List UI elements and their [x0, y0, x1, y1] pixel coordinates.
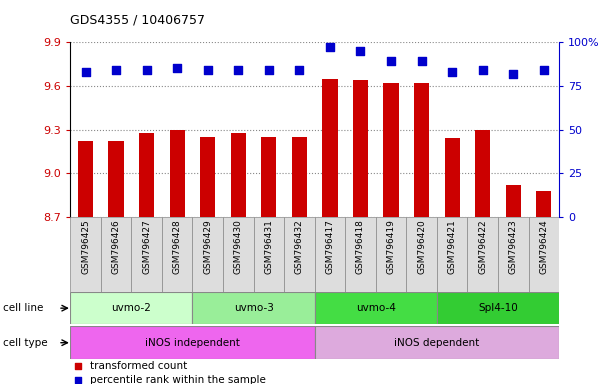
Bar [131, 217, 162, 292]
Bar [529, 217, 559, 292]
Bar [536, 191, 552, 217]
Text: GSM796425: GSM796425 [81, 219, 90, 274]
Bar [345, 217, 376, 292]
Text: iNOS dependent: iNOS dependent [394, 338, 480, 348]
Text: GSM796423: GSM796423 [509, 219, 518, 274]
Point [356, 48, 365, 54]
Text: Spl4-10: Spl4-10 [478, 303, 518, 313]
Text: GSM796430: GSM796430 [234, 219, 243, 274]
Point [417, 58, 426, 65]
Bar [139, 132, 154, 217]
Bar [445, 138, 460, 217]
Bar [231, 132, 246, 217]
Text: uvmo-4: uvmo-4 [356, 303, 396, 313]
Text: transformed count: transformed count [90, 361, 187, 371]
Point [73, 376, 82, 382]
Text: GSM796427: GSM796427 [142, 219, 151, 274]
Text: uvmo-3: uvmo-3 [233, 303, 274, 313]
Bar [78, 141, 93, 217]
Point [142, 67, 152, 73]
Bar [70, 326, 315, 359]
Text: GSM796420: GSM796420 [417, 219, 426, 274]
Text: GSM796422: GSM796422 [478, 219, 487, 274]
Bar [254, 217, 284, 292]
Point [111, 67, 121, 73]
Point [203, 67, 213, 73]
Bar [475, 129, 491, 217]
Bar [498, 217, 529, 292]
Point [81, 69, 90, 75]
Bar [384, 83, 399, 217]
Bar [323, 79, 338, 217]
Bar [262, 137, 277, 217]
Text: GSM796424: GSM796424 [540, 219, 548, 274]
Bar [315, 217, 345, 292]
Point [478, 67, 488, 73]
Bar [101, 217, 131, 292]
Point [172, 65, 182, 71]
Bar [192, 217, 223, 292]
Bar [406, 217, 437, 292]
Point [386, 58, 396, 65]
Point [508, 71, 518, 77]
Point [73, 363, 82, 369]
Text: percentile rank within the sample: percentile rank within the sample [90, 374, 266, 384]
Bar [70, 217, 101, 292]
Text: cell line: cell line [3, 303, 43, 313]
Text: GDS4355 / 10406757: GDS4355 / 10406757 [70, 14, 205, 27]
Bar [315, 326, 559, 359]
Bar [376, 217, 406, 292]
Point [539, 67, 549, 73]
Point [233, 67, 243, 73]
Text: GSM796418: GSM796418 [356, 219, 365, 274]
Bar [467, 217, 498, 292]
Bar [70, 292, 192, 324]
Bar [292, 137, 307, 217]
Bar [315, 292, 437, 324]
Text: GSM796426: GSM796426 [112, 219, 120, 274]
Text: GSM796432: GSM796432 [295, 219, 304, 274]
Text: GSM796428: GSM796428 [173, 219, 181, 274]
Text: GSM796421: GSM796421 [448, 219, 456, 274]
Bar [192, 292, 315, 324]
Bar [223, 217, 254, 292]
Point [325, 45, 335, 51]
Bar [437, 292, 559, 324]
Bar [353, 80, 368, 217]
Bar [506, 185, 521, 217]
Text: GSM796431: GSM796431 [265, 219, 273, 274]
Bar [437, 217, 467, 292]
Bar [200, 137, 216, 217]
Text: GSM796429: GSM796429 [203, 219, 212, 274]
Bar [284, 217, 315, 292]
Point [264, 67, 274, 73]
Bar [414, 83, 429, 217]
Text: iNOS independent: iNOS independent [145, 338, 240, 348]
Text: uvmo-2: uvmo-2 [111, 303, 152, 313]
Point [447, 69, 457, 75]
Text: cell type: cell type [3, 338, 48, 348]
Text: GSM796419: GSM796419 [387, 219, 395, 274]
Text: GSM796417: GSM796417 [326, 219, 334, 274]
Point [295, 67, 304, 73]
Bar [162, 217, 192, 292]
Bar [170, 129, 185, 217]
Bar [109, 141, 124, 217]
